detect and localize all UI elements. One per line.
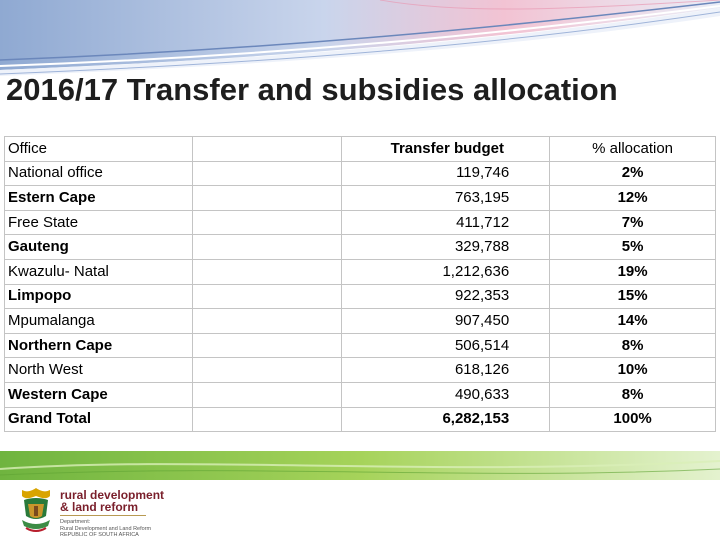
table-row: National office 119,746 2% [4,160,716,187]
dept-line-2: Rural Development and Land Reform [60,525,152,532]
header-transfer-budget: Transfer budget [341,136,551,162]
row-pct: 15% [549,283,716,310]
table-row: Northern Cape 506,514 8% [4,332,716,359]
row-budget: 618,126 [341,357,551,383]
row-pct: 12% [549,185,716,211]
row-office: Limpopo [4,283,193,310]
row-office: Estern Cape [4,185,193,211]
decorative-banner [0,0,720,76]
decorative-green-stripe [0,451,720,480]
row-pct: 5% [549,234,716,260]
total-label: Grand Total [4,406,193,433]
row-pct: 10% [549,357,716,383]
row-spacer [191,160,343,187]
header-office: Office [4,136,193,162]
dept-line-1: Department: [60,519,91,525]
row-office: National office [4,160,193,187]
row-office: Gauteng [4,234,193,260]
row-spacer [191,357,343,383]
table-row: Estern Cape 763,195 12% [4,185,716,211]
row-budget: 119,746 [341,160,551,187]
row-spacer [191,283,343,310]
brand-text: rural development & land reform Departme… [60,489,200,539]
row-budget: 1,212,636 [341,258,551,285]
row-office: Northern Cape [4,332,193,359]
row-budget: 506,514 [341,332,551,359]
coat-of-arms-icon [22,488,50,532]
row-budget: 922,353 [341,283,551,310]
header-spacer [191,136,343,162]
row-spacer [191,258,343,285]
total-pct: 100% [549,406,716,433]
row-office: Mpumalanga [4,308,193,334]
row-office: Free State [4,209,193,236]
row-budget: 329,788 [341,234,551,260]
table-row: Free State 411,712 7% [4,209,716,236]
allocation-table: Office Transfer budget % allocation Nati… [4,136,716,433]
row-pct: 8% [549,332,716,359]
table-row: Limpopo 922,353 15% [4,283,716,310]
page-title: 2016/17 Transfer and subsidies allocatio… [6,72,618,107]
total-budget: 6,282,153 [341,406,551,433]
row-pct: 8% [549,381,716,408]
table-row: Gauteng 329,788 5% [4,234,716,260]
table-total-row: Grand Total 6,282,153 100% [4,406,716,433]
row-spacer [191,406,343,433]
row-office: North West [4,357,193,383]
brand-divider [60,515,146,516]
row-office: Kwazulu- Natal [4,258,193,285]
brand-line-2: & land reform [60,500,139,514]
dept-line-3: REPUBLIC OF SOUTH AFRICA [60,532,139,538]
table-row: Mpumalanga 907,450 14% [4,308,716,334]
table-row: Western Cape 490,633 8% [4,381,716,408]
table-row: Kwazulu- Natal 1,212,636 19% [4,258,716,285]
row-pct: 7% [549,209,716,236]
row-pct: 19% [549,258,716,285]
row-spacer [191,234,343,260]
row-pct: 14% [549,308,716,334]
brand-line-1: rural development [60,488,165,502]
row-office: Western Cape [4,381,193,408]
row-spacer [191,209,343,236]
row-budget: 763,195 [341,185,551,211]
table-row: North West 618,126 10% [4,357,716,383]
row-spacer [191,185,343,211]
row-spacer [191,308,343,334]
row-budget: 411,712 [341,209,551,236]
row-budget: 907,450 [341,308,551,334]
table-header-row: Office Transfer budget % allocation [4,136,716,162]
row-spacer [191,381,343,408]
row-pct: 2% [549,160,716,187]
header-allocation-percent: % allocation [549,136,716,162]
row-budget: 490,633 [341,381,551,408]
row-spacer [191,332,343,359]
